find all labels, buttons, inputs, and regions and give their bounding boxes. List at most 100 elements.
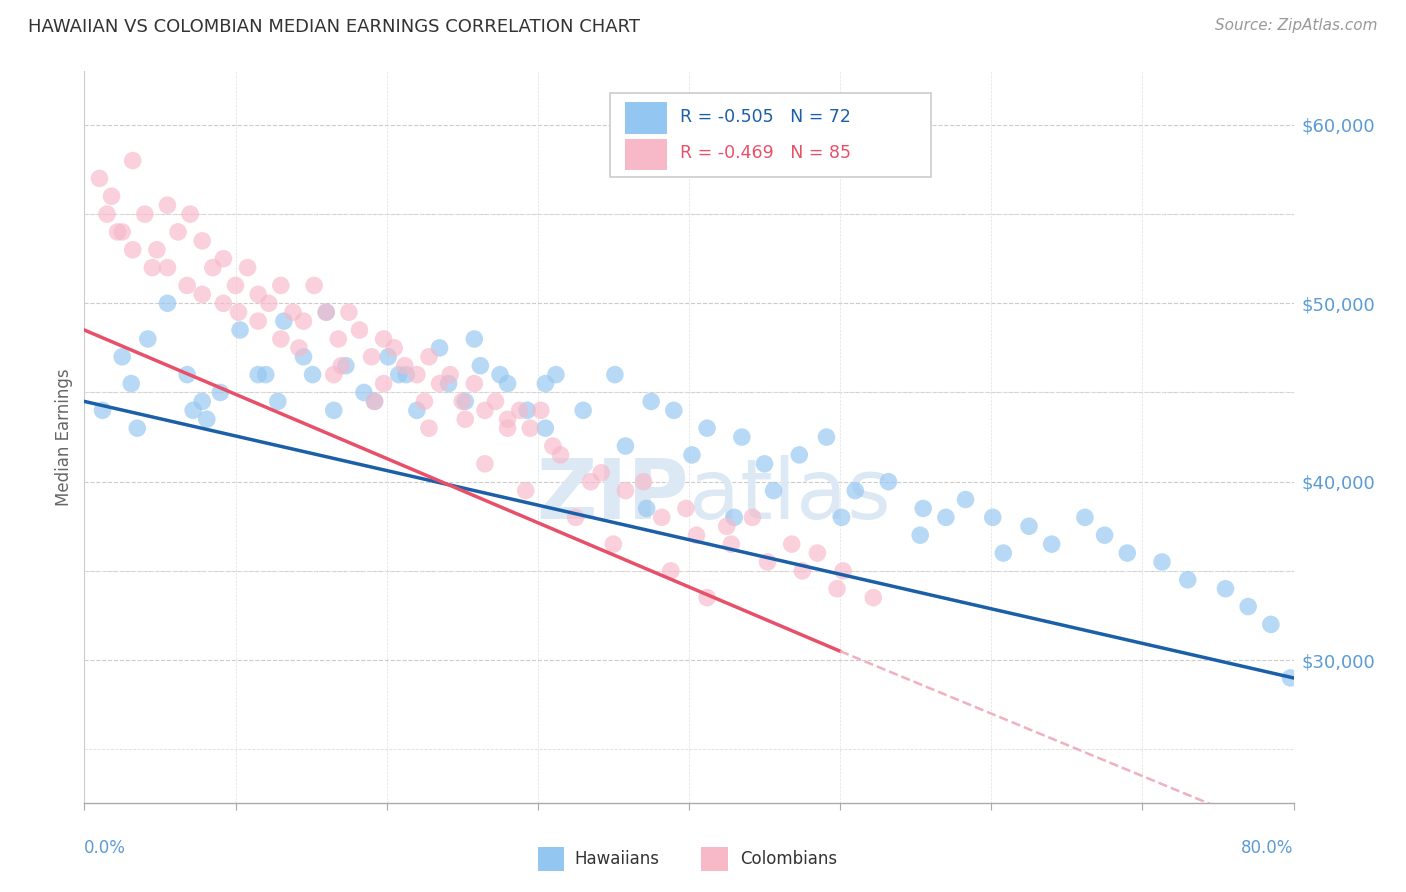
Point [209,385,232,400]
Point [1116,546,1139,560]
Point [156,198,179,212]
Point [862,591,884,605]
Point [120,376,142,391]
Point [292,350,315,364]
Point [696,421,718,435]
Point [136,332,159,346]
Bar [538,847,564,871]
Point [1040,537,1063,551]
Point [167,225,190,239]
Point [439,368,461,382]
Point [981,510,1004,524]
Point [463,332,485,346]
Point [191,394,214,409]
Point [247,314,270,328]
Point [236,260,259,275]
Point [489,368,512,382]
Point [993,546,1015,560]
Point [496,421,519,435]
Point [322,368,344,382]
Point [534,376,557,391]
Point [935,510,957,524]
Text: Source: ZipAtlas.com: Source: ZipAtlas.com [1215,18,1378,33]
Point [720,537,742,551]
Point [1150,555,1173,569]
Point [228,305,250,319]
Point [195,412,218,426]
Point [614,439,637,453]
Point [406,403,429,417]
Point [179,207,201,221]
Point [156,296,179,310]
Point [229,323,252,337]
Text: 80.0%: 80.0% [1241,839,1294,857]
Point [247,287,270,301]
Point [141,260,163,275]
Point [792,564,814,578]
Text: Colombians: Colombians [740,850,837,868]
Point [127,421,149,435]
Point [288,341,311,355]
Point [825,582,848,596]
Point [651,510,673,524]
Point [741,510,763,524]
Point [337,305,360,319]
Point [349,323,371,337]
Point [1177,573,1199,587]
Point [908,528,931,542]
Text: Hawaiians: Hawaiians [574,850,659,868]
Point [1279,671,1302,685]
Point [394,359,416,373]
Point [787,448,810,462]
Point [100,189,122,203]
Point [191,287,214,301]
Point [496,376,519,391]
Point [96,207,118,221]
Point [225,278,247,293]
Point [322,403,344,417]
Point [267,394,290,409]
Point [111,225,134,239]
Point [1074,510,1097,524]
Point [360,350,382,364]
Point [388,368,411,382]
Point [121,153,143,168]
Point [912,501,935,516]
Point [395,368,418,382]
Point [534,421,557,435]
Point [181,403,204,417]
Point [602,537,624,551]
Point [474,457,496,471]
Point [1237,599,1260,614]
Point [451,394,474,409]
Point [877,475,900,489]
Text: 0.0%: 0.0% [84,839,127,857]
Point [292,314,315,328]
Point [270,278,292,293]
Bar [702,847,728,871]
Point [696,591,718,605]
Point [716,519,738,533]
Point [614,483,637,498]
Point [302,278,325,293]
Point [675,501,697,516]
Point [659,564,682,578]
Point [541,439,564,453]
Point [754,457,776,471]
Point [429,341,451,355]
Point [429,376,451,391]
Point [328,332,350,346]
Point [470,359,492,373]
Point [454,394,477,409]
Point [111,350,134,364]
Point [382,341,405,355]
Point [247,368,270,382]
Point [176,368,198,382]
Point [484,394,506,409]
Point [270,332,292,346]
Point [363,394,385,409]
Point [496,412,519,426]
Point [146,243,169,257]
Point [91,403,114,417]
Point [191,234,214,248]
